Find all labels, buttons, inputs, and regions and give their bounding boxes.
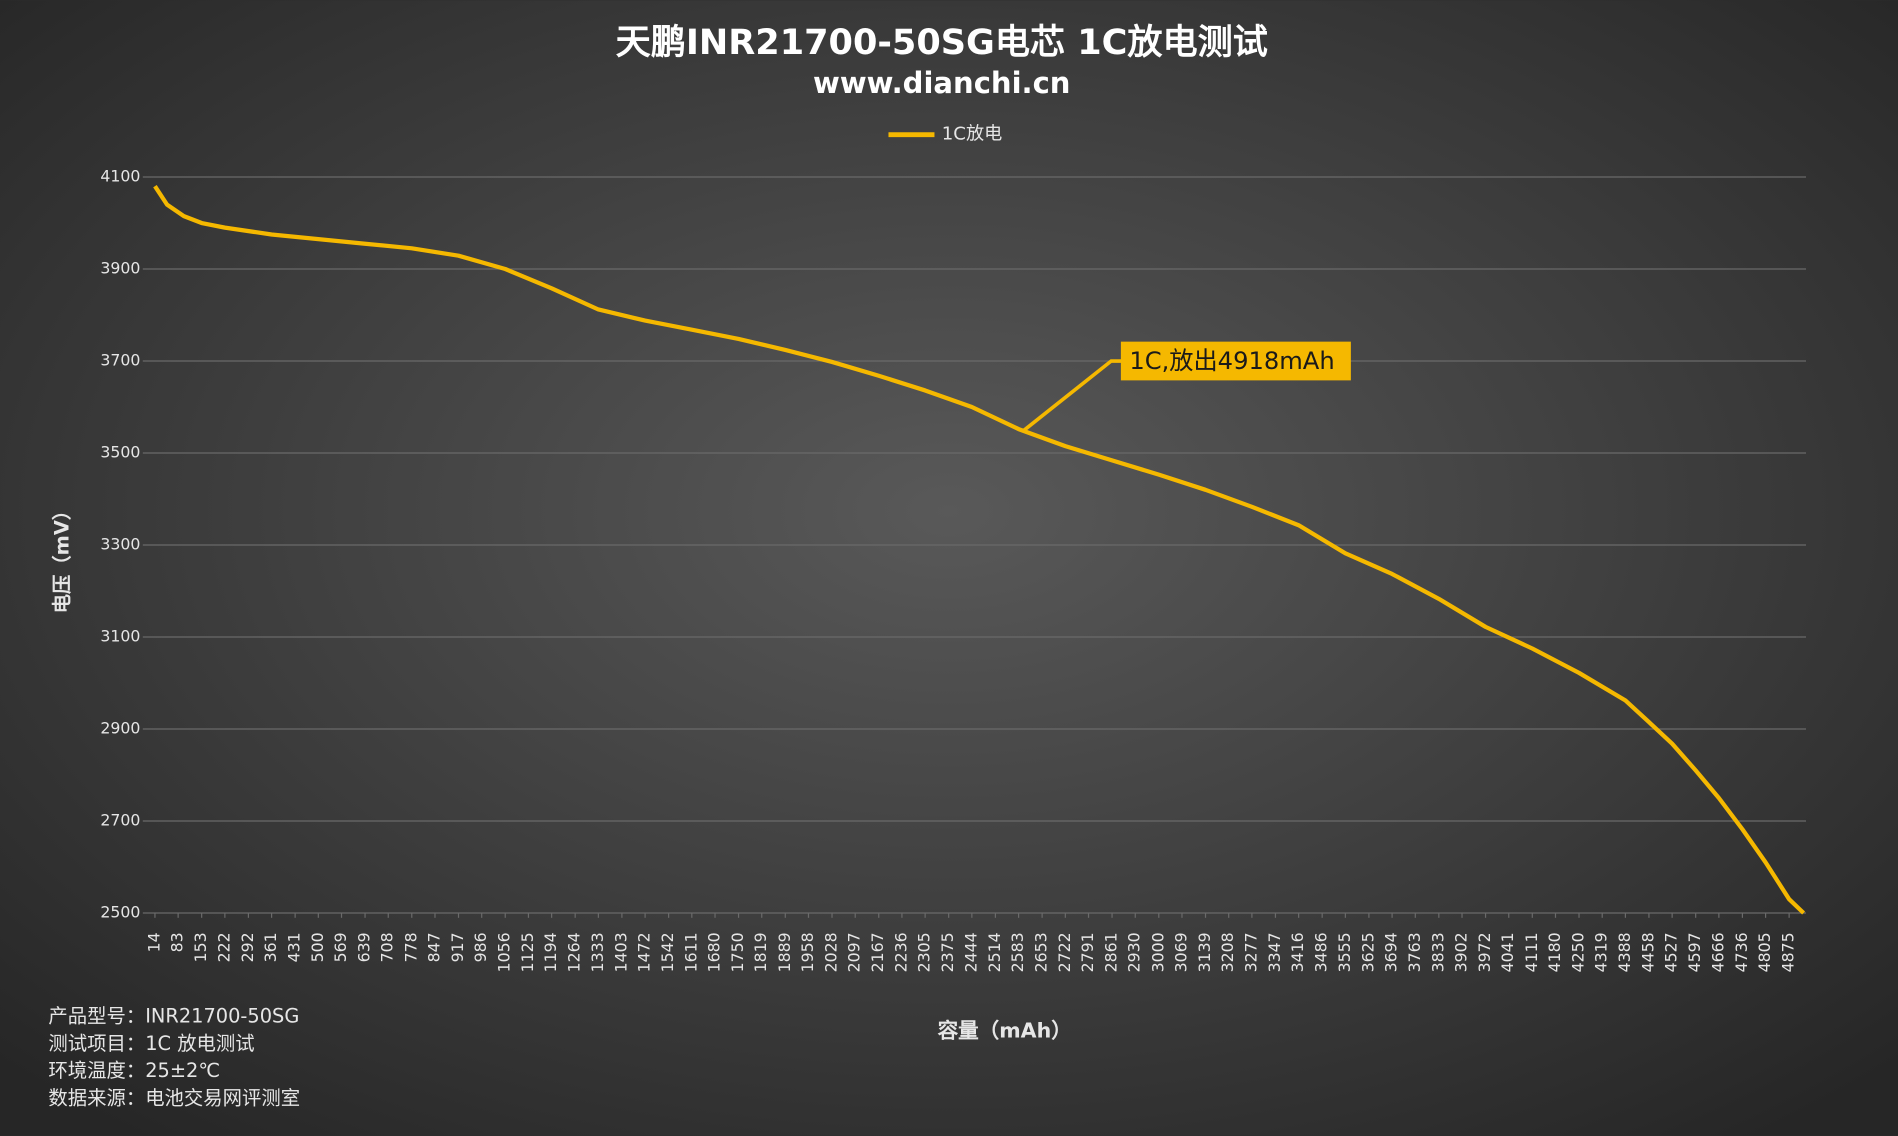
x-tick-label: 1194 [541,932,560,972]
x-tick-label: 1958 [798,932,817,972]
x-tick-label: 986 [471,932,490,962]
x-tick-label: 2167 [868,932,887,972]
x-tick-label: 4597 [1685,932,1704,972]
x-tick-label: 4180 [1545,932,1564,972]
x-tick-label: 2791 [1078,932,1097,972]
x-tick-label: 2375 [938,932,957,972]
x-tick-label: 1611 [681,932,700,972]
x-tick-label: 3139 [1195,932,1214,972]
x-tick-label: 1264 [565,932,584,972]
chart-title: 天鹏INR21700-50SG电芯 1C放电测试 [616,22,1268,63]
x-tick-label: 4458 [1638,932,1657,972]
legend-label: 1C放电 [942,124,1003,145]
x-tick-label: 3208 [1218,932,1237,972]
x-tick-label: 2305 [915,932,934,972]
x-tick-label: 2930 [1125,932,1144,972]
x-tick-label: 639 [355,932,374,962]
chart-subtitle: www.dianchi.cn [813,66,1071,100]
x-tick-label: 1750 [728,932,747,972]
series-line [153,185,1806,915]
footnote: 测试项目：1C 放电测试 [48,1032,254,1055]
y-tick-label: 3100 [100,626,140,645]
x-axis-label: 容量（mAh） [938,1019,1072,1043]
x-tick-label: 3555 [1335,932,1354,972]
y-tick-label: 3900 [100,259,140,278]
x-tick-label: 3486 [1312,932,1331,972]
x-tick-label: 2722 [1055,932,1074,972]
y-tick-label: 2700 [100,810,140,829]
x-tick-label: 292 [238,932,257,962]
x-tick-label: 4805 [1755,932,1774,972]
x-tick-label: 1680 [705,932,724,972]
footnote: 产品型号：INR21700-50SG [48,1005,299,1028]
y-tick-label: 3700 [100,351,140,370]
x-tick-label: 153 [191,932,210,962]
x-tick-label: 1403 [611,932,630,972]
x-tick-label: 3069 [1171,932,1190,972]
y-tick-label: 2500 [100,902,140,921]
x-tick-label: 3277 [1241,932,1260,972]
x-tick-label: 2097 [845,932,864,972]
x-tick-label: 2583 [1008,932,1027,972]
y-tick-label: 4100 [100,167,140,186]
x-tick-label: 2514 [985,932,1004,972]
x-tick-label: 3000 [1148,932,1167,972]
footnote: 环境温度：25±2℃ [48,1059,220,1082]
x-tick-label: 4736 [1732,932,1751,972]
x-tick-label: 4319 [1592,932,1611,972]
x-tick-label: 1125 [518,932,537,972]
x-tick-label: 1056 [495,932,514,972]
x-tick-label: 222 [214,932,233,962]
x-tick-label: 2236 [891,932,910,972]
x-tick-label: 2861 [1102,932,1121,972]
y-tick-label: 3500 [100,443,140,462]
x-tick-label: 4111 [1522,932,1541,972]
x-tick-label: 569 [331,932,350,962]
x-tick-label: 83 [168,932,187,952]
x-tick-label: 708 [378,932,397,962]
x-tick-label: 14 [144,932,163,952]
x-tick-label: 4875 [1779,932,1798,972]
footnote: 数据来源：电池交易网评测室 [48,1086,300,1109]
x-tick-label: 1333 [588,932,607,972]
x-tick-label: 3416 [1288,932,1307,972]
x-tick-label: 431 [285,932,304,962]
x-tick-label: 3833 [1428,932,1447,972]
x-tick-label: 1819 [751,932,770,972]
y-axis-label: 电压（mV） [50,501,73,614]
annotation-leader [1021,359,1124,433]
x-tick-label: 3694 [1382,932,1401,972]
x-tick-label: 361 [261,932,280,962]
x-tick-label: 778 [401,932,420,962]
x-tick-label: 3972 [1475,932,1494,972]
x-tick-label: 2028 [822,932,841,972]
x-tick-label: 4527 [1662,932,1681,972]
x-tick-label: 847 [424,932,443,962]
x-tick-label: 2444 [961,932,980,972]
x-tick-label: 2653 [1032,932,1051,972]
x-tick-label: 3347 [1265,932,1284,972]
x-tick-label: 1889 [775,932,794,972]
x-tick-label: 917 [448,932,467,962]
x-tick-label: 500 [308,932,327,962]
x-tick-label: 3763 [1405,932,1424,972]
x-tick-label: 4388 [1615,932,1634,972]
annotation-text: 1C,放出4918mAh [1129,347,1334,375]
x-tick-label: 4666 [1708,932,1727,972]
x-tick-label: 3625 [1358,932,1377,972]
annotation-box [1120,341,1351,381]
x-tick-label: 1472 [635,932,654,972]
y-tick-label: 3300 [100,535,140,554]
x-tick-label: 4250 [1569,932,1588,972]
x-tick-label: 3902 [1452,932,1471,972]
y-tick-label: 2900 [100,718,140,737]
x-tick-label: 1542 [658,932,677,972]
x-tick-label: 4041 [1498,932,1517,972]
